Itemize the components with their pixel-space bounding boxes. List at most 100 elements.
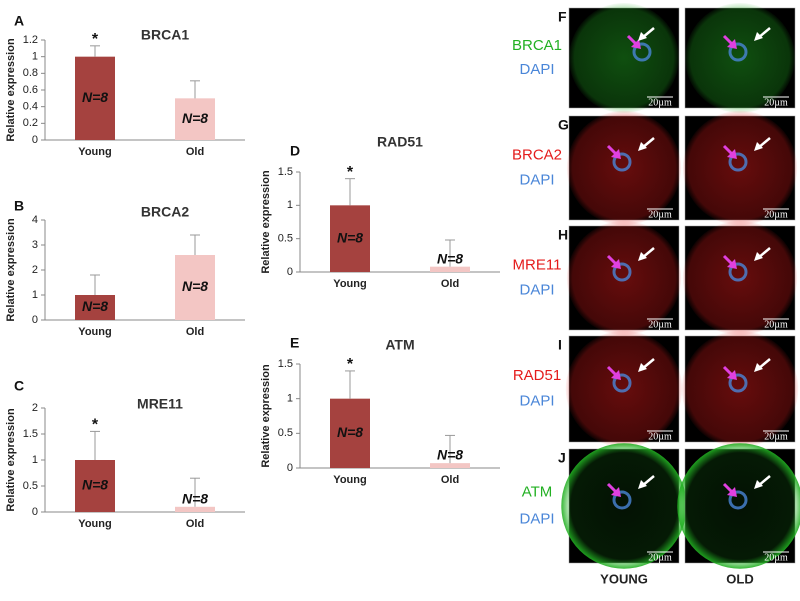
scale-label: 20µm xyxy=(764,431,788,442)
x-tick-label: Young xyxy=(333,278,366,290)
x-tick-label: Young xyxy=(78,146,111,158)
bar xyxy=(75,56,115,140)
y-tick-label: 0 xyxy=(32,506,38,518)
bar xyxy=(175,255,215,320)
stain-label: BRCA2 xyxy=(512,146,562,163)
error-bar xyxy=(190,234,200,255)
y-tick-label: 0.4 xyxy=(23,101,38,113)
x-tick-label: Young xyxy=(78,518,111,530)
arrow-head xyxy=(727,370,737,380)
significance-mark: * xyxy=(347,356,354,373)
nucleus xyxy=(728,373,748,393)
cell xyxy=(682,110,798,226)
y-tick-label: 0 xyxy=(32,314,38,326)
arrow-head xyxy=(754,252,763,261)
chart-title: BRCA2 xyxy=(141,204,189,220)
nucleus xyxy=(612,262,632,282)
panel-letter: B xyxy=(14,198,24,214)
y-tick-label: 1 xyxy=(32,289,38,301)
bar xyxy=(75,460,115,512)
y-tick-label: 1 xyxy=(32,454,38,466)
arrow-head xyxy=(611,259,621,269)
y-tick-label: 0.5 xyxy=(278,233,293,245)
arrow-head xyxy=(638,363,647,372)
panel-letter: G xyxy=(558,117,569,133)
chart-title: BRCA1 xyxy=(141,27,189,43)
chart-title: RAD51 xyxy=(377,134,423,150)
y-tick-label: 3 xyxy=(32,239,38,251)
micrograph: 20µm xyxy=(684,3,796,113)
x-tick-label: Young xyxy=(78,326,111,338)
scale-label: 20µm xyxy=(648,97,672,108)
error-bar xyxy=(445,239,455,267)
micrograph: 20µm xyxy=(565,330,683,448)
error-bar xyxy=(90,274,100,295)
micrograph: 20µm xyxy=(682,220,798,336)
error-bar xyxy=(190,80,200,99)
y-axis-label: Relative expression xyxy=(5,38,17,142)
bar xyxy=(430,463,470,468)
micrograph: 20µm xyxy=(561,443,687,569)
nucleus xyxy=(632,42,652,62)
panel-letter: I xyxy=(558,337,562,353)
nucleus xyxy=(612,490,632,510)
bar xyxy=(330,398,370,468)
x-tick-label: Old xyxy=(441,278,459,290)
bar-label: N=8 xyxy=(182,491,208,507)
y-tick-label: 0.8 xyxy=(23,67,38,79)
arrow-head xyxy=(631,39,641,49)
nucleus xyxy=(728,42,748,62)
arrow-head xyxy=(727,487,737,497)
stain-label: MRE11 xyxy=(513,256,562,273)
panel-letter: C xyxy=(14,378,24,394)
y-tick-label: 4 xyxy=(32,214,38,226)
significance-mark: * xyxy=(92,417,99,434)
arrow-head xyxy=(754,32,763,41)
micrograph: 20µm xyxy=(681,330,799,448)
bar xyxy=(75,295,115,320)
panel-letter: H xyxy=(558,227,568,243)
bar xyxy=(175,98,215,140)
counterstain-label: DAPI xyxy=(519,171,554,188)
cell xyxy=(565,330,683,448)
counterstain-label: DAPI xyxy=(519,281,554,298)
arrow-head xyxy=(611,149,621,159)
x-tick-label: Young xyxy=(333,474,366,486)
x-tick-label: Old xyxy=(441,474,459,486)
cell xyxy=(677,443,800,569)
y-tick-label: 1.2 xyxy=(23,34,38,46)
arrow-head xyxy=(754,142,763,151)
y-tick-label: 0 xyxy=(287,266,293,278)
y-tick-label: 1 xyxy=(32,51,38,63)
cell xyxy=(566,110,682,226)
bar-label: N=8 xyxy=(337,424,363,440)
arrow-head xyxy=(611,487,621,497)
significance-mark: * xyxy=(347,164,354,181)
arrow-head xyxy=(727,39,737,49)
counterstain-label: DAPI xyxy=(519,511,554,528)
micrograph: 20µm xyxy=(682,110,798,226)
arrow-head xyxy=(754,480,763,489)
error-bar xyxy=(90,45,100,57)
column-label: OLD xyxy=(726,571,753,586)
bar-label: N=8 xyxy=(82,298,108,314)
y-tick-label: 1.5 xyxy=(23,428,38,440)
cell xyxy=(682,220,798,336)
scale-label: 20µm xyxy=(648,552,672,563)
x-tick-label: Old xyxy=(186,518,204,530)
nucleus xyxy=(612,373,632,393)
micrograph: 20µm xyxy=(568,3,680,113)
y-tick-label: 0.2 xyxy=(23,117,38,129)
scale-label: 20µm xyxy=(764,552,788,563)
panel-letter: A xyxy=(14,13,24,29)
y-tick-label: 0 xyxy=(287,462,293,474)
x-tick-label: Old xyxy=(186,326,204,338)
panel-letter: J xyxy=(558,450,566,466)
micrograph: 20µm xyxy=(677,443,800,569)
micrograph: 20µm xyxy=(566,110,682,226)
chart-title: ATM xyxy=(385,337,414,353)
bar xyxy=(430,266,470,272)
nucleus xyxy=(728,262,748,282)
panel-letter: D xyxy=(290,143,300,159)
